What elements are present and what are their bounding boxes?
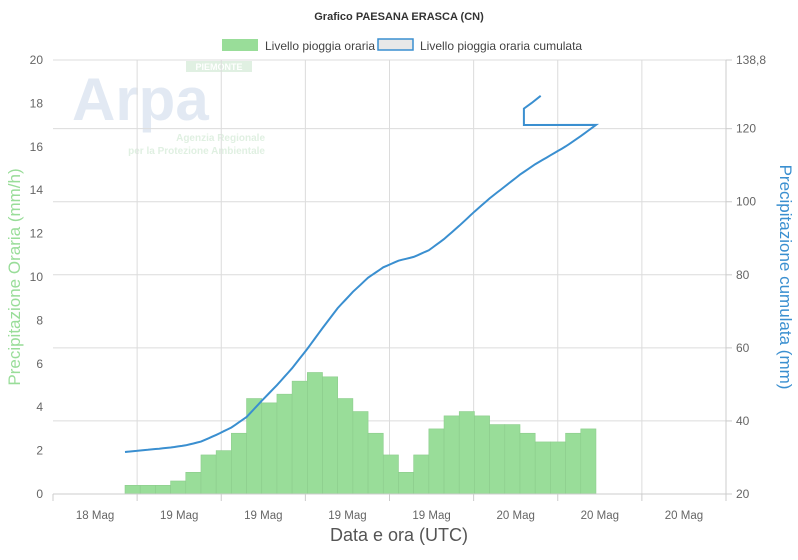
y-left-tick-label: 20 — [30, 53, 44, 67]
bar-hourly-rain[interactable] — [382, 454, 399, 495]
bar-hourly-rain[interactable] — [398, 471, 414, 495]
bar-hourly-rain[interactable] — [474, 415, 490, 495]
y-right-tick-label: 40 — [736, 414, 750, 428]
x-tick-label: 19 Mag — [244, 510, 282, 522]
watermark-logo-text: Arpa — [72, 66, 209, 133]
x-tick-label: 19 Mag — [328, 510, 366, 522]
y-left-tick-label: 14 — [30, 183, 44, 197]
bar-hourly-rain[interactable] — [489, 424, 506, 495]
bar-hourly-rain[interactable] — [124, 485, 141, 495]
y-axis-right-title: Precipitazione cumulata (mm) — [776, 165, 795, 390]
watermark-line2: per la Protezione Ambientale — [128, 146, 265, 157]
y-left-tick-label: 6 — [36, 357, 43, 371]
y-right-tick-label: 100 — [736, 195, 756, 209]
bar-hourly-rain[interactable] — [291, 380, 308, 495]
bar-hourly-rain[interactable] — [534, 441, 551, 495]
bar-hourly-rain[interactable] — [200, 454, 217, 495]
bar-hourly-rain[interactable] — [352, 411, 369, 495]
bar-hourly-rain[interactable] — [276, 393, 293, 495]
y-right-tick-label: 60 — [736, 341, 750, 355]
y-right-tick-label: 20 — [736, 487, 750, 501]
bar-hourly-rain[interactable] — [458, 411, 475, 495]
bar-hourly-rain[interactable] — [185, 471, 202, 495]
y-left-tick-label: 4 — [36, 400, 43, 414]
bar-hourly-rain[interactable] — [139, 485, 156, 495]
bar-hourly-rain[interactable] — [413, 454, 430, 495]
y-left-tick-label: 16 — [30, 140, 44, 154]
y-axis-left-title: Precipitazione Oraria (mm/h) — [5, 168, 24, 385]
x-axis-title: Data e ora (UTC) — [330, 525, 468, 545]
bar-hourly-rain[interactable] — [565, 432, 582, 495]
bar-hourly-rain[interactable] — [580, 428, 597, 495]
bar-hourly-rain[interactable] — [307, 372, 323, 495]
bar-hourly-rain[interactable] — [443, 415, 460, 495]
x-tick-label: 19 Mag — [412, 510, 450, 522]
bar-hourly-rain[interactable] — [367, 432, 384, 495]
bar-hourly-rain[interactable] — [261, 402, 278, 495]
legend-swatch-cumulative — [377, 38, 414, 51]
bar-hourly-rain[interactable] — [550, 441, 566, 495]
bar-hourly-rain[interactable] — [504, 424, 521, 495]
y-left-tick-label: 18 — [30, 96, 44, 110]
bar-hourly-rain[interactable] — [428, 428, 445, 495]
legend: Livello pioggia oraria Livello pioggia o… — [222, 38, 582, 53]
x-tick-label: 20 Mag — [497, 510, 535, 522]
x-tick-label: 18 Mag — [76, 510, 114, 522]
legend-swatch-hourly — [222, 39, 258, 51]
bar-hourly-rain[interactable] — [231, 432, 247, 495]
bar-hourly-rain[interactable] — [215, 450, 232, 495]
y-right-tick-label: 120 — [736, 122, 756, 136]
y-left-tick-label: 0 — [36, 487, 43, 501]
y-right-tick-label: 138,8 — [736, 53, 766, 67]
bar-hourly-rain[interactable] — [337, 398, 354, 495]
x-tick-label: 20 Mag — [581, 510, 619, 522]
x-tick-label: 20 Mag — [665, 510, 703, 522]
legend-label-hourly: Livello pioggia oraria — [265, 39, 375, 53]
legend-item-cumulative[interactable]: Livello pioggia oraria cumulata — [377, 38, 582, 53]
bar-hourly-rain[interactable] — [155, 485, 171, 495]
x-tick-label: 19 Mag — [160, 510, 198, 522]
y-left-tick-label: 8 — [36, 313, 43, 327]
bar-hourly-rain[interactable] — [322, 376, 338, 495]
bar-hourly-rain[interactable] — [170, 480, 187, 495]
arpa-logo-watermark: Arpa PIEMONTE Agenzia Regionale per la P… — [72, 61, 265, 157]
y-left-tick-label: 10 — [30, 270, 44, 284]
bar-hourly-rain[interactable] — [519, 432, 536, 495]
legend-label-cumulative: Livello pioggia oraria cumulata — [420, 39, 582, 53]
y-right-tick-label: 80 — [736, 268, 750, 282]
bar-hourly-rain[interactable] — [246, 398, 263, 495]
legend-item-hourly[interactable]: Livello pioggia oraria — [222, 39, 375, 53]
watermark-region: PIEMONTE — [195, 62, 242, 72]
y-left-tick-label: 12 — [30, 227, 44, 241]
cumulative-line — [124, 95, 600, 453]
y-left-tick-label: 2 — [36, 444, 43, 458]
chart-title: Grafico PAESANA ERASCA (CN) — [314, 11, 484, 23]
